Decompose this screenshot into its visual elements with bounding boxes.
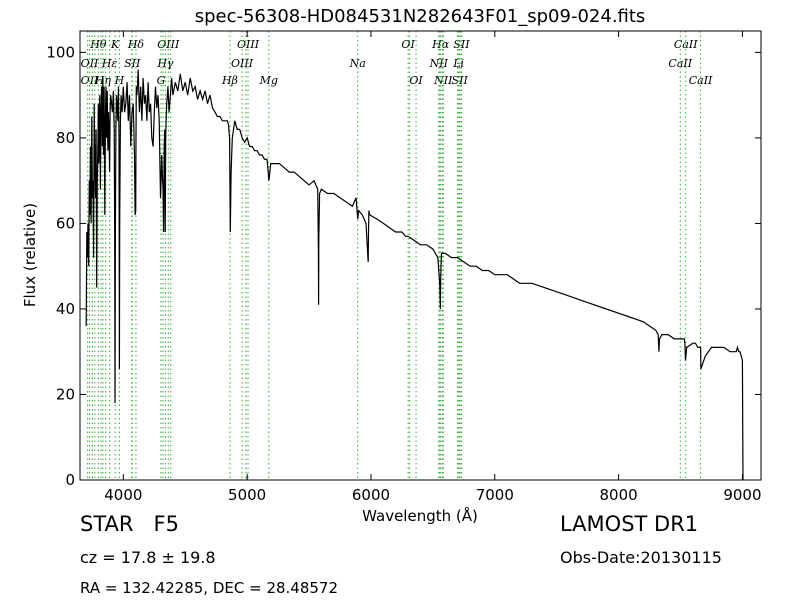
line-marker-label: Hε: [101, 57, 118, 70]
line-marker-label: SII: [453, 38, 470, 51]
line-marker-label: H: [114, 74, 125, 87]
line-marker-label: CaII: [668, 57, 692, 70]
line-marker-label: Hθ: [89, 38, 107, 51]
line-marker-label: SII: [124, 57, 141, 70]
x-tick-label: 5000: [228, 486, 266, 504]
emission-line-markers: HθKHδOIIIOIIIOIHαSIICaIIOIIHεSIIHγOIIINa…: [81, 31, 713, 480]
line-marker-label: OIII: [237, 38, 260, 51]
y-tick-label: 100: [46, 43, 75, 61]
x-tick-label: 8000: [600, 486, 638, 504]
line-marker-label: NII: [429, 57, 449, 70]
y-axis-label: Flux (relative): [21, 203, 39, 307]
obs-date-label: Obs-Date:20130115: [560, 548, 722, 567]
axes: 4000 5000 6000 7000 8000 9000 0 20 40 60 80 100: [46, 31, 762, 504]
object-class-label: STAR F5: [80, 512, 179, 536]
x-tick-label: 4000: [104, 486, 142, 504]
line-marker-label: OIII: [231, 57, 254, 70]
x-tick-label: 6000: [352, 486, 390, 504]
y-tick-label: 20: [56, 385, 75, 403]
survey-label: LAMOST DR1: [560, 512, 699, 536]
y-tick-label: 40: [56, 300, 75, 318]
plot-frame: [79, 30, 762, 481]
line-marker-label: OI: [401, 38, 415, 51]
line-marker-label: NII: [433, 74, 453, 87]
object-subclass: F5: [153, 512, 179, 536]
y-tick-label: 80: [56, 129, 75, 147]
spectrum-series-line: [85, 69, 744, 481]
line-marker-label: Mg: [259, 74, 278, 87]
line-marker-label: CaII: [689, 74, 713, 87]
y-tick-label: 60: [56, 214, 75, 232]
line-marker-label: Hβ: [221, 74, 238, 87]
line-marker-label: K: [110, 38, 120, 51]
line-marker-label: CaII: [674, 38, 698, 51]
chart-title: spec-56308-HD084531N282643F01_sp09-024.f…: [195, 6, 646, 27]
line-marker-label: OII: [81, 57, 99, 70]
redshift-label: cz = 17.8 ± 19.8: [80, 548, 216, 567]
coordinates-label: RA = 132.42285, DEC = 28.48572: [80, 579, 339, 597]
line-marker-label: Hγ: [156, 57, 174, 70]
line-marker-label: Hα: [431, 38, 450, 51]
x-tick-label: 9000: [723, 486, 761, 504]
x-tick-label: 7000: [476, 486, 514, 504]
x-axis-label: Wavelength (Å): [362, 506, 478, 525]
line-marker-label: G: [157, 74, 166, 87]
y-tick-label: 0: [65, 471, 75, 489]
object-class: STAR: [80, 512, 134, 536]
line-marker-label: Hδ: [127, 38, 145, 51]
line-marker-label: OI: [409, 74, 423, 87]
line-marker-label: Na: [349, 57, 366, 70]
